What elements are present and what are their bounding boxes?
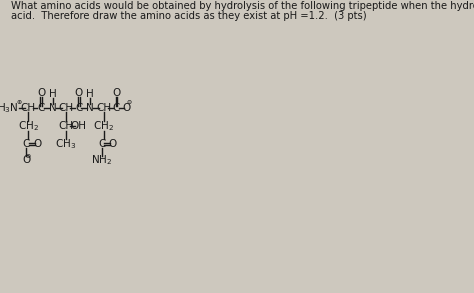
Text: N: N (86, 103, 94, 113)
Text: C: C (98, 139, 106, 149)
Text: N: N (49, 103, 56, 113)
Text: C: C (75, 103, 82, 113)
Text: C: C (23, 139, 30, 149)
Text: acid.  Therefore draw the amino acids as they exist at pH =1.2.  (3 pts): acid. Therefore draw the amino acids as … (10, 11, 366, 21)
Text: ⊕: ⊕ (17, 100, 22, 105)
Text: ⊖: ⊖ (26, 154, 31, 159)
Text: C: C (37, 103, 45, 113)
Text: CH: CH (21, 103, 36, 113)
Text: ⊖: ⊖ (126, 100, 131, 105)
Text: O: O (75, 88, 83, 98)
Text: O: O (37, 88, 45, 98)
Text: NH$_2$: NH$_2$ (91, 153, 112, 167)
Text: CH: CH (58, 103, 73, 113)
Text: O: O (112, 88, 121, 98)
Text: C: C (113, 103, 120, 113)
Text: O: O (123, 103, 131, 113)
Text: H: H (86, 89, 94, 99)
Text: OH: OH (70, 121, 86, 131)
Text: CH$_2$: CH$_2$ (18, 119, 39, 133)
Text: H: H (49, 89, 56, 99)
Text: O: O (109, 139, 117, 149)
Text: CH: CH (58, 121, 73, 131)
Text: H$_3$N: H$_3$N (0, 101, 18, 115)
Text: O: O (22, 155, 31, 165)
Text: What amino acids would be obtained by hydrolysis of the following tripeptide whe: What amino acids would be obtained by hy… (10, 1, 474, 11)
Text: O: O (33, 139, 42, 149)
Text: CH$_3$: CH$_3$ (55, 137, 77, 151)
Text: CH$_2$: CH$_2$ (93, 119, 114, 133)
Text: CH: CH (96, 103, 111, 113)
